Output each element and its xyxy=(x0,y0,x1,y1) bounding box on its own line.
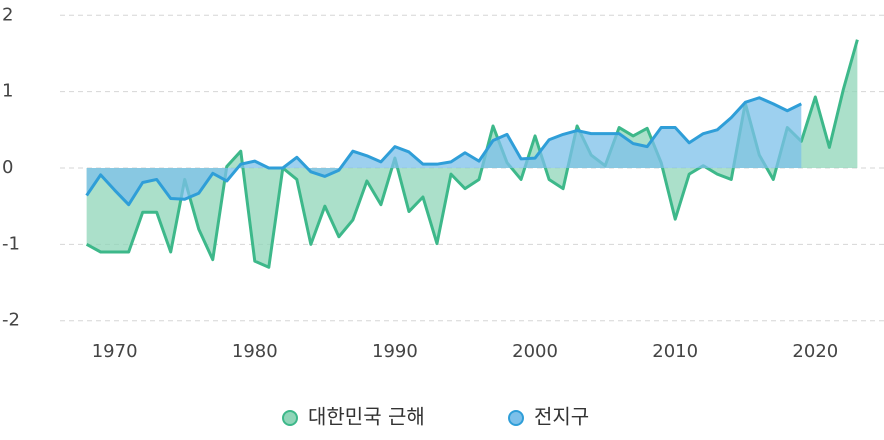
legend-marker xyxy=(508,410,524,426)
y-tick-label: -1 xyxy=(2,233,20,254)
legend: 대한민국 근해 전지구 xyxy=(282,405,589,429)
legend-label: 전지구 xyxy=(534,405,589,429)
x-tick-label: 2000 xyxy=(512,341,558,362)
area xyxy=(86,97,802,205)
line xyxy=(85,39,859,269)
x-tick-label: 1970 xyxy=(92,341,138,362)
y-tick-label: -2 xyxy=(2,310,20,331)
legend-label: 대한민국 근해 xyxy=(308,405,425,429)
x-tick-label: 2010 xyxy=(652,341,698,362)
y-tick-label: 2 xyxy=(2,4,13,25)
line xyxy=(85,96,802,207)
y-tick-label: 0 xyxy=(2,157,13,178)
y-tick-label: 1 xyxy=(2,81,13,102)
x-tick-label: 1980 xyxy=(232,341,278,362)
x-tick-label: 1990 xyxy=(372,341,418,362)
legend-marker xyxy=(282,410,298,426)
x-tick-label: 2020 xyxy=(792,341,838,362)
